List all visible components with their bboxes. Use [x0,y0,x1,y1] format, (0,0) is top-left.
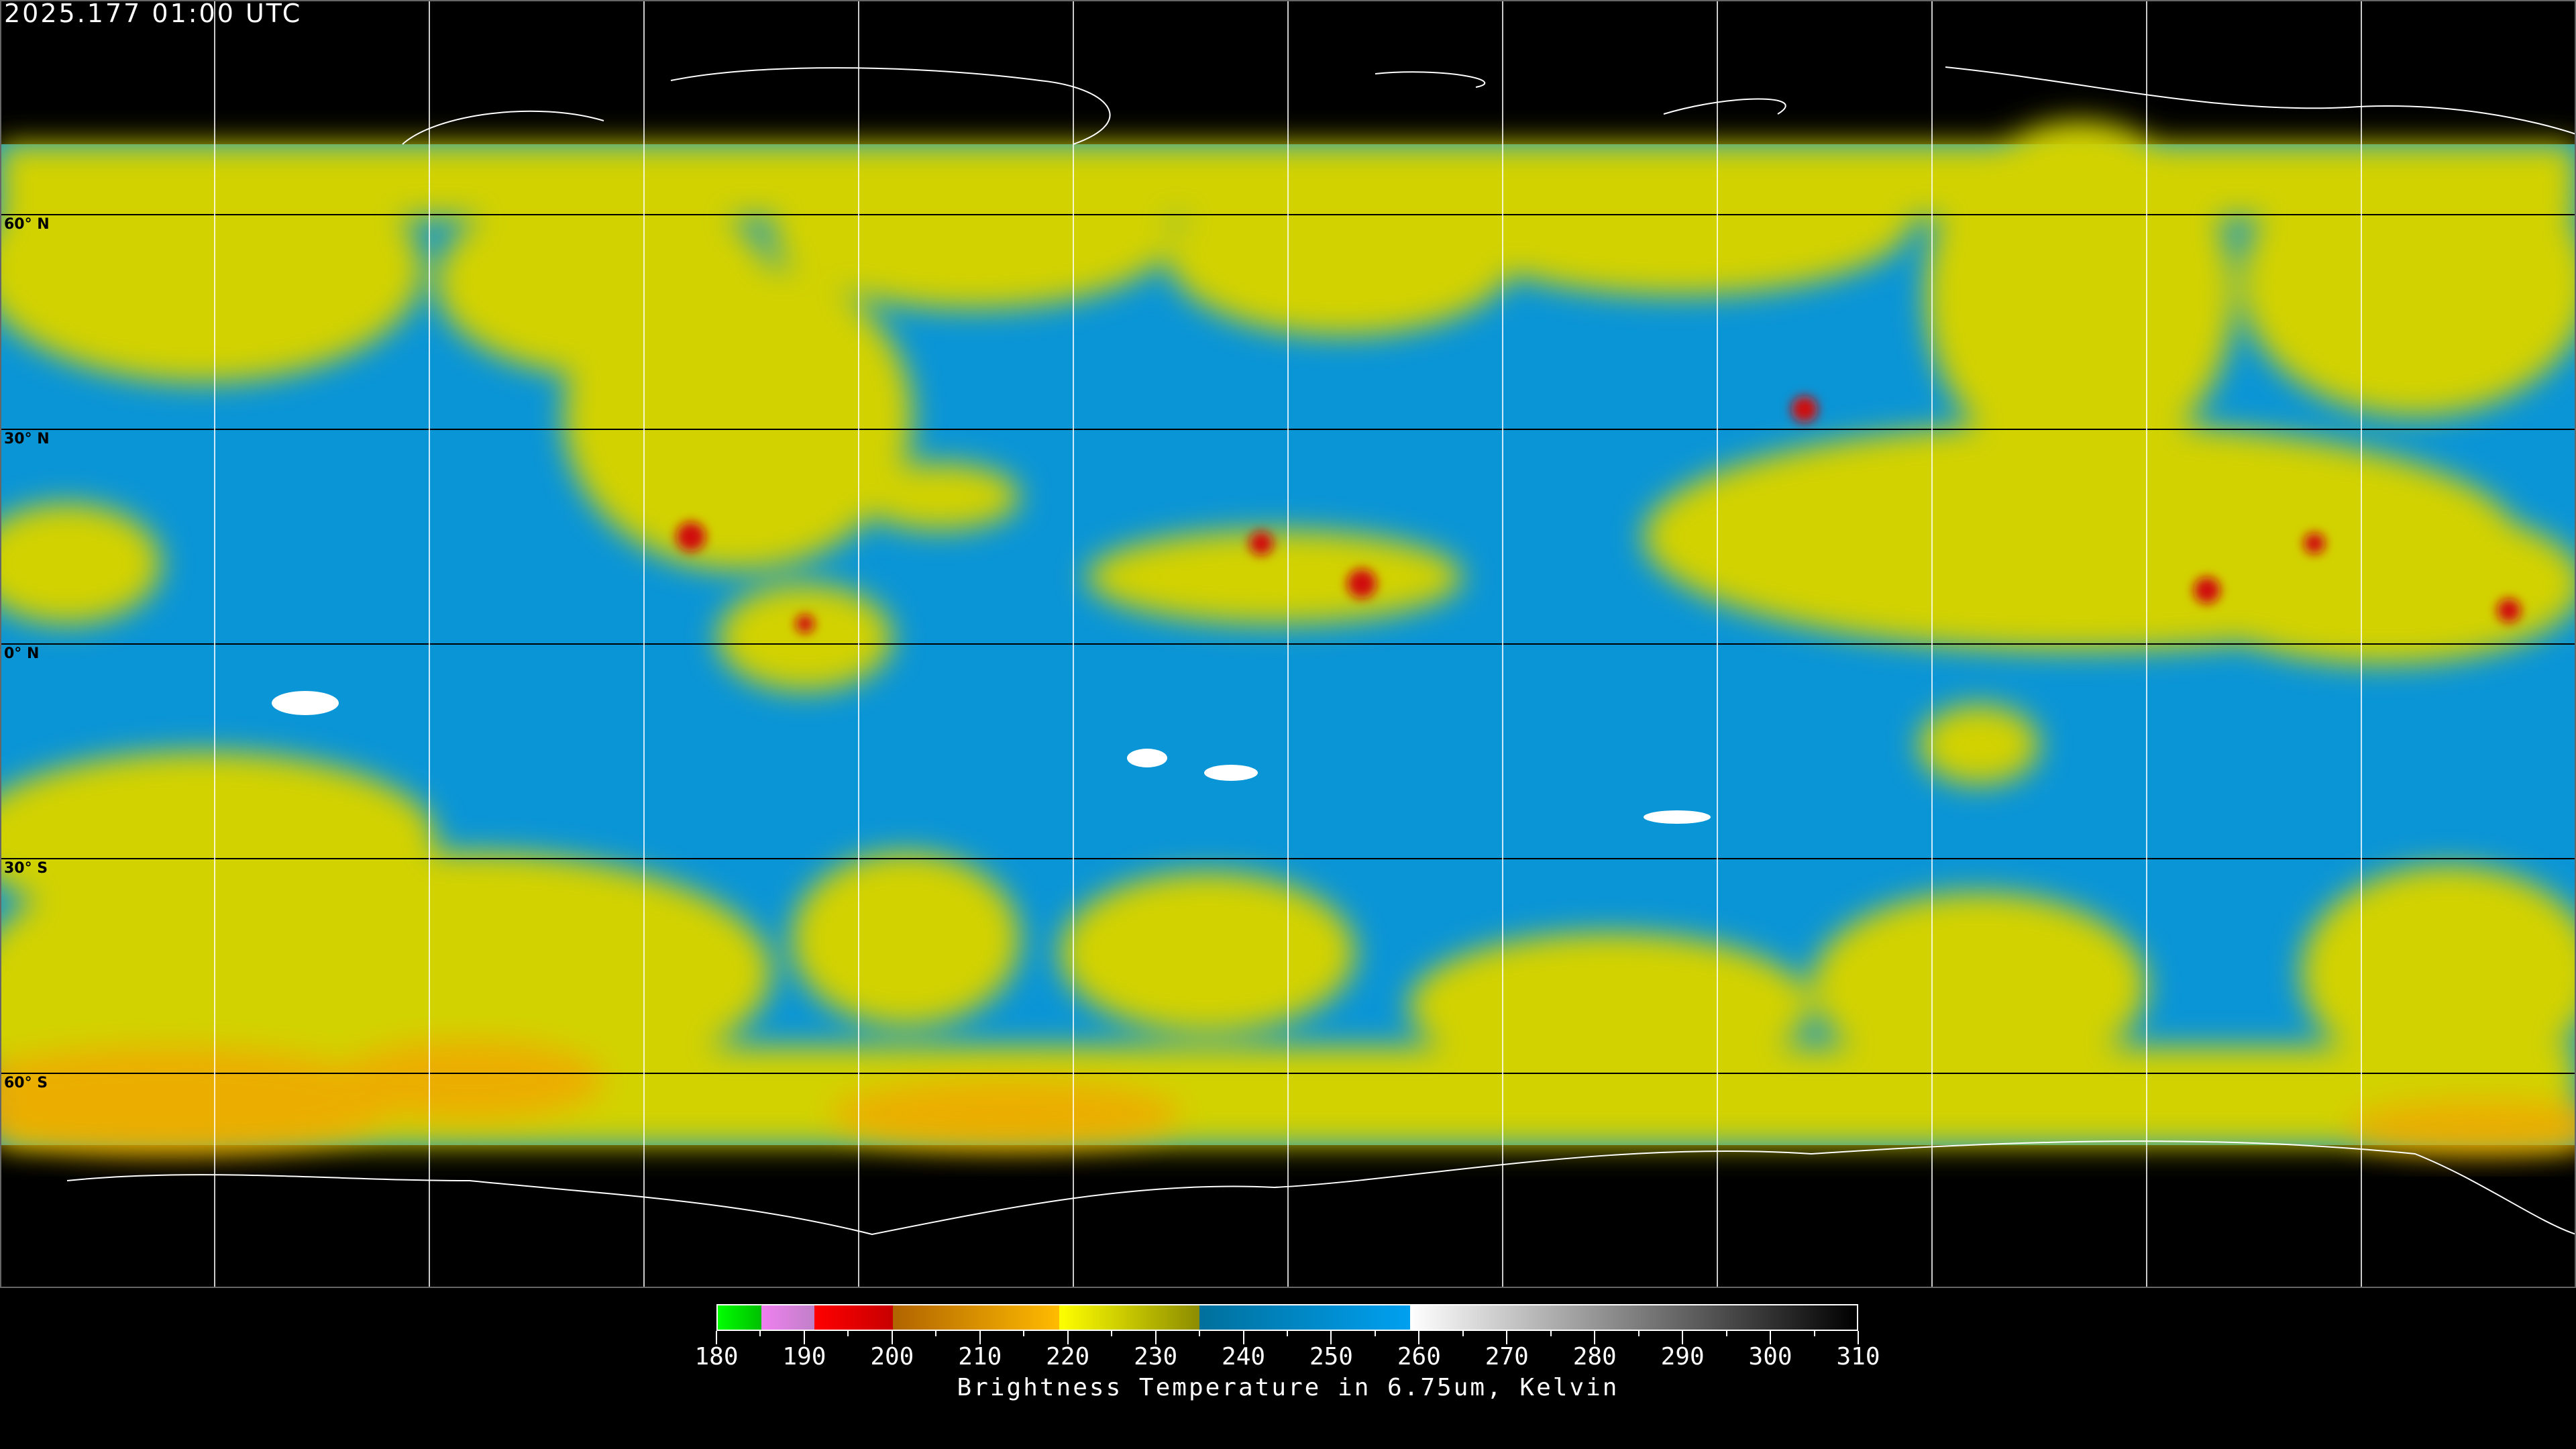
colorbar-tick-mark [1462,1331,1464,1336]
colorbar-tick-mark [1199,1331,1201,1336]
colorbar-tick-label: 250 [1309,1343,1353,1371]
colorbar [716,1304,1858,1331]
colorbar-tick-mark [1330,1331,1332,1344]
colorbar-tick-mark [1506,1331,1508,1344]
colorbar-tick-label: 180 [694,1343,739,1371]
colorbar-segment [814,1305,894,1330]
colorbar-tick-label: 300 [1748,1343,1792,1371]
lat-label-60s: 60° S [4,1075,48,1091]
colorbar-tick-mark [1111,1331,1113,1336]
colorbar-tick-mark [1594,1331,1596,1344]
colorbar-tick-mark [1287,1331,1288,1336]
lat-label-30s: 30° S [4,860,48,877]
colorbar-tick-mark [803,1331,805,1344]
colorbar-tick-mark [891,1331,893,1344]
colorbar-tick-label: 220 [1046,1343,1090,1371]
colorbar-tick-mark [1418,1331,1420,1344]
coastlines [66,66,2576,1236]
colorbar-tick-label: 210 [958,1343,1002,1371]
colorbar-segment [718,1305,762,1330]
satellite-water-vapor-map [0,0,2576,1288]
colorbar-tick-mark [759,1331,761,1336]
colorbar-tick-mark [716,1331,717,1344]
colorbar-tick-mark [1067,1331,1069,1344]
colorbar-tick-label: 200 [870,1343,914,1371]
colorbar-segment [1059,1305,1200,1330]
colorbar-tick-mark [847,1331,849,1336]
colorbar-tick-mark [1550,1331,1552,1336]
colorbar-tick-mark [1374,1331,1376,1336]
colorbar-tick-label: 190 [782,1343,826,1371]
colorbar-tick-mark [1023,1331,1025,1336]
colorbar-tick-mark [1813,1331,1815,1336]
colorbar-tick-label: 230 [1134,1343,1178,1371]
dry-slot-patches [272,691,1711,824]
colorbar-tick-label: 240 [1222,1343,1266,1371]
colorbar-tick-label: 280 [1572,1343,1617,1371]
colorbar-tick-label: 270 [1485,1343,1529,1371]
colorbar-segment [1409,1305,1857,1330]
lat-label-30n: 30° N [4,431,50,447]
colorbar-tick-mark [1858,1331,1859,1344]
timestamp-title: 2025.177 01:00 UTC [4,0,303,28]
colorbar-tick-mark [1638,1331,1640,1336]
lat-label-60n: 60° N [4,216,50,233]
colorbar-tick-mark [1155,1331,1157,1344]
graticule [0,0,2576,1288]
colorbar-tick-label: 310 [1836,1343,1880,1371]
colorbar-ticks: 180 190 200 210 220 230 240 250 260 270 280 290 300 3… [694,1331,1880,1411]
colorbar-tick-mark [1682,1331,1684,1344]
colorbar-tick-label: 290 [1660,1343,1705,1371]
colorbar-tick-label: 260 [1397,1343,1441,1371]
lat-label-0n: 0° N [4,645,40,662]
colorbar-tick-mark [979,1331,981,1344]
colorbar-segment [761,1305,814,1330]
colorbar-tick-mark [1725,1331,1727,1336]
colorbar-tick-mark [1770,1331,1772,1344]
colorbar-tick-mark [1242,1331,1244,1344]
colorbar-tick-mark [935,1331,937,1336]
colorbar-segment [1199,1305,1410,1330]
colorbar-label: Brightness Temperature in 6.75um, Kelvin [957,1374,1619,1401]
colorbar-segment [893,1305,1060,1330]
